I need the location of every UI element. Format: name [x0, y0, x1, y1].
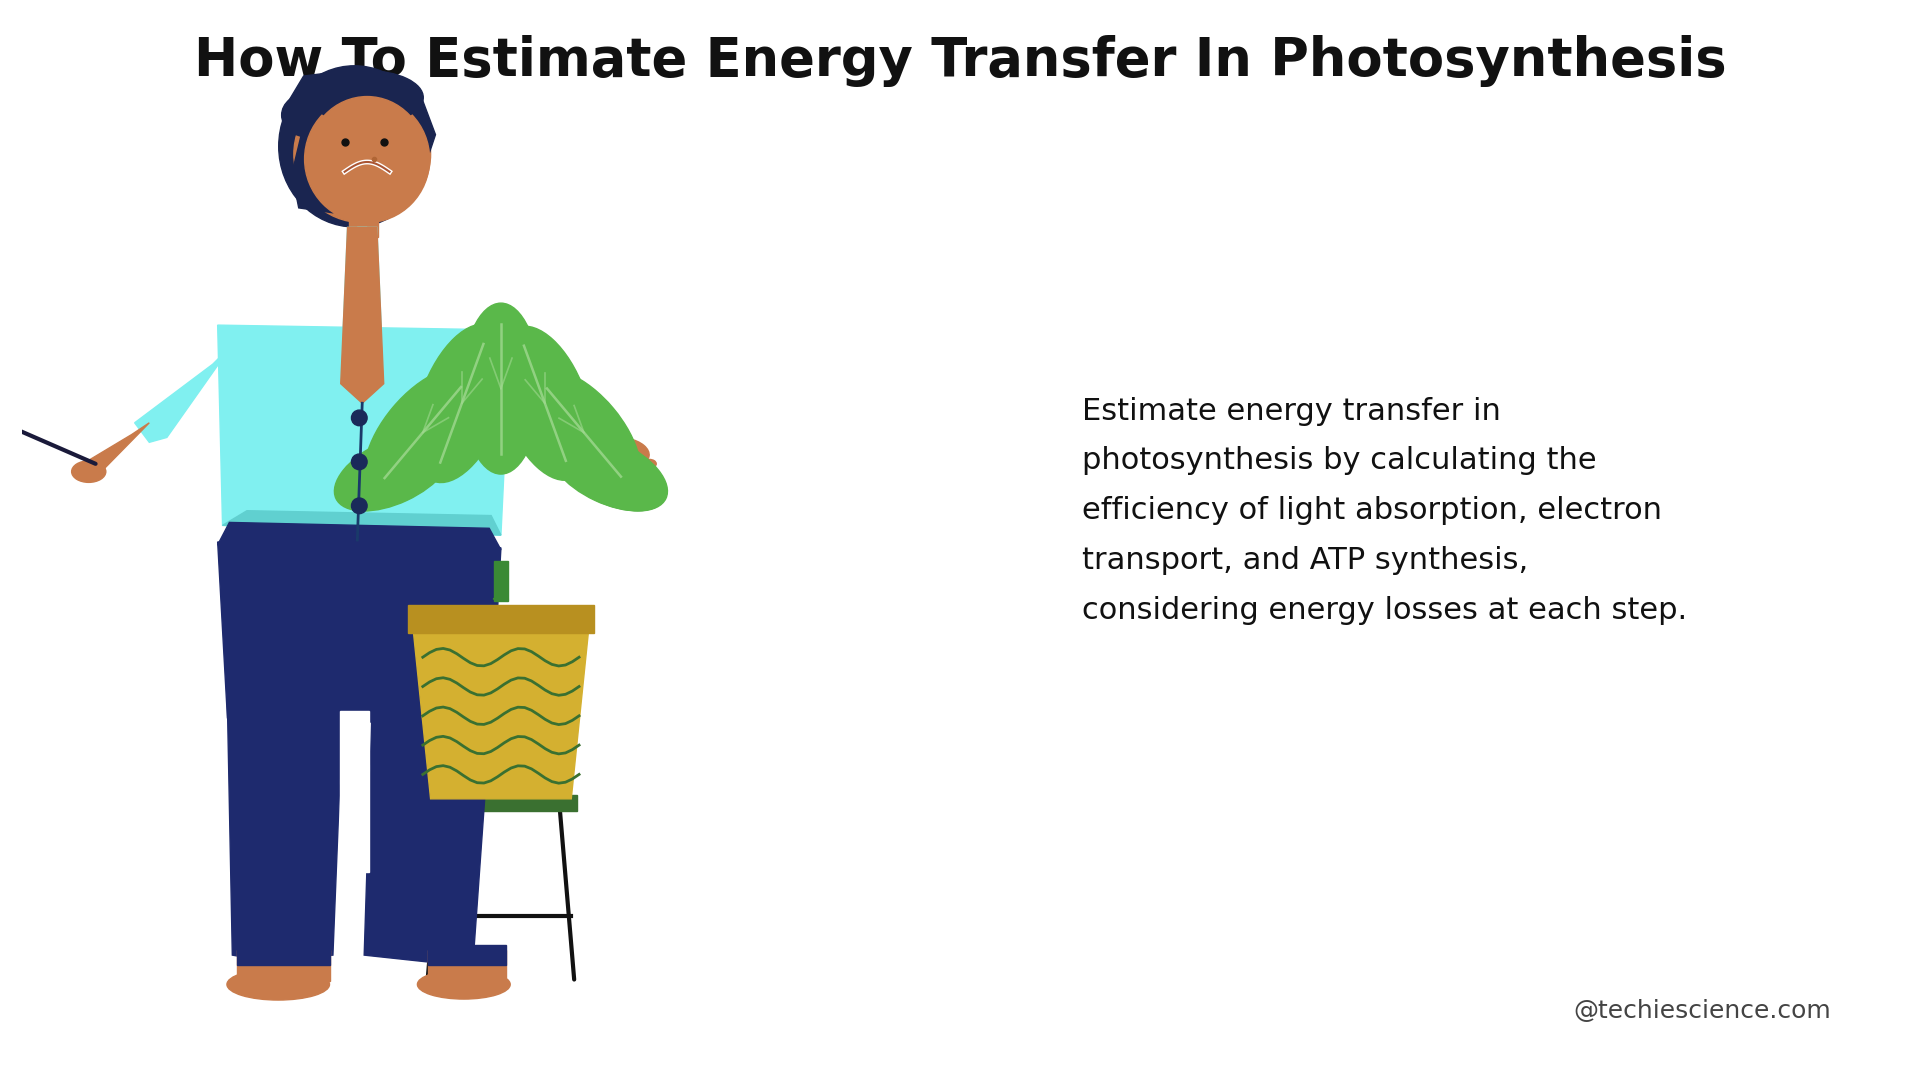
Circle shape — [351, 410, 367, 426]
Polygon shape — [217, 523, 501, 550]
Polygon shape — [357, 228, 384, 403]
Polygon shape — [501, 335, 570, 418]
Polygon shape — [217, 325, 511, 535]
Bar — [238, 950, 330, 982]
Ellipse shape — [365, 367, 482, 498]
Ellipse shape — [616, 468, 630, 476]
Ellipse shape — [545, 397, 634, 491]
Ellipse shape — [311, 70, 422, 124]
Polygon shape — [83, 422, 150, 476]
Ellipse shape — [307, 96, 426, 221]
Ellipse shape — [632, 465, 645, 474]
Text: How To Estimate Energy Transfer In Photosynthesis: How To Estimate Energy Transfer In Photo… — [194, 36, 1726, 87]
Ellipse shape — [528, 369, 641, 496]
Polygon shape — [340, 711, 369, 872]
Polygon shape — [365, 708, 492, 962]
Ellipse shape — [282, 93, 336, 137]
Polygon shape — [227, 706, 342, 962]
Ellipse shape — [278, 66, 430, 227]
Bar — [424, 795, 578, 811]
Polygon shape — [340, 228, 384, 403]
Ellipse shape — [463, 303, 540, 474]
Ellipse shape — [338, 444, 445, 509]
Bar — [238, 945, 330, 964]
Circle shape — [351, 454, 367, 470]
Polygon shape — [290, 71, 436, 213]
Polygon shape — [223, 511, 501, 535]
Ellipse shape — [417, 970, 511, 999]
Polygon shape — [340, 228, 367, 403]
Ellipse shape — [334, 432, 453, 511]
Bar — [428, 950, 505, 982]
Circle shape — [351, 498, 367, 514]
Text: @techiescience.com: @techiescience.com — [1574, 999, 1832, 1023]
Polygon shape — [557, 405, 620, 453]
Polygon shape — [493, 598, 509, 600]
Ellipse shape — [413, 324, 511, 483]
Ellipse shape — [643, 459, 657, 469]
Ellipse shape — [497, 326, 593, 481]
Ellipse shape — [71, 461, 106, 483]
Ellipse shape — [601, 462, 614, 471]
Ellipse shape — [372, 394, 463, 490]
Text: Estimate energy transfer in
photosynthesis by calculating the
efficiency of ligh: Estimate energy transfer in photosynthes… — [1083, 396, 1688, 624]
Ellipse shape — [603, 438, 649, 467]
Polygon shape — [217, 542, 501, 726]
Polygon shape — [413, 627, 589, 799]
Ellipse shape — [561, 446, 664, 511]
Ellipse shape — [549, 432, 668, 511]
Ellipse shape — [227, 969, 330, 1000]
Polygon shape — [134, 345, 232, 443]
Bar — [409, 606, 593, 633]
Bar — [428, 945, 505, 964]
Circle shape — [294, 85, 430, 222]
Ellipse shape — [305, 95, 430, 222]
Bar — [349, 188, 378, 238]
Bar — [493, 562, 507, 600]
